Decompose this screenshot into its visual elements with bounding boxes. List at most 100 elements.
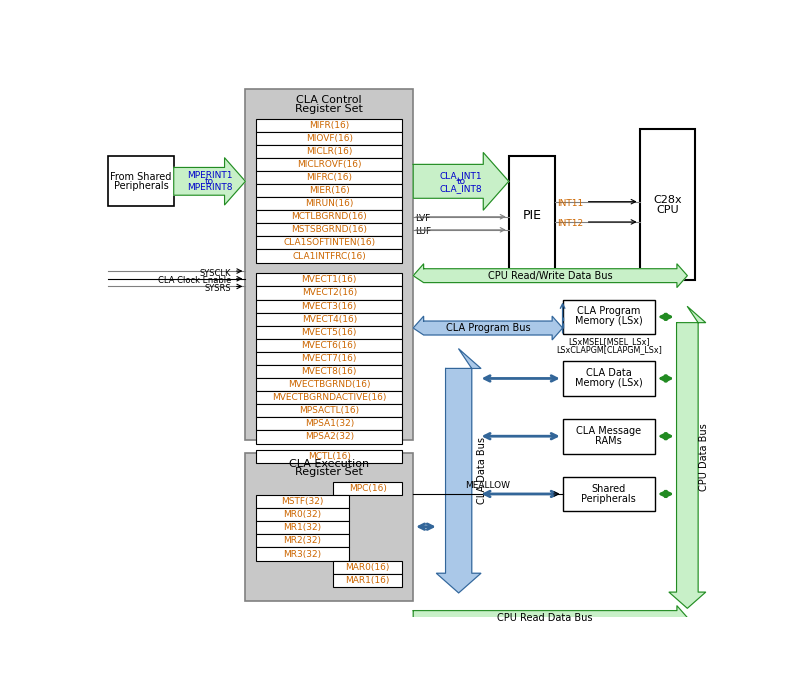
Text: MCTL(16): MCTL(16) [308, 452, 351, 461]
Text: MICLR(16): MICLR(16) [306, 147, 353, 156]
Polygon shape [413, 152, 509, 210]
Text: LUF: LUF [416, 227, 432, 236]
Bar [256, 132, 402, 145]
Text: MIFRC(16): MIFRC(16) [306, 173, 352, 182]
Bar [256, 286, 402, 299]
Text: CLA Data: CLA Data [586, 368, 632, 378]
Bar [333, 574, 402, 587]
Text: MAR0(16): MAR0(16) [346, 563, 390, 572]
Text: CLA Data Bus: CLA Data Bus [477, 437, 487, 505]
Polygon shape [413, 264, 687, 288]
Text: Peripherals: Peripherals [581, 493, 636, 504]
Text: MIRUN(16): MIRUN(16) [305, 199, 353, 208]
Bar [256, 495, 349, 508]
Text: CLA_INT8: CLA_INT8 [439, 184, 482, 193]
Text: MPSA2(32): MPSA2(32) [305, 432, 353, 441]
Text: MSTF(32): MSTF(32) [281, 497, 323, 506]
Text: MCTLBGRND(16): MCTLBGRND(16) [291, 212, 367, 221]
Polygon shape [413, 316, 563, 340]
Text: LSxCLAPGM[CLAPGM_LSx]: LSxCLAPGM[CLAPGM_LSx] [556, 345, 662, 354]
Bar [563, 419, 655, 453]
Text: MR2(32): MR2(32) [283, 536, 321, 545]
Text: to: to [456, 177, 466, 186]
Text: CPU Read/Write Data Bus: CPU Read/Write Data Bus [488, 271, 612, 281]
Text: CLA1SOFTINTEN(16): CLA1SOFTINTEN(16) [283, 238, 376, 247]
Polygon shape [436, 349, 481, 593]
Text: MVECTBGRND(16): MVECTBGRND(16) [288, 380, 371, 389]
Text: SYSRS: SYSRS [205, 284, 231, 293]
Text: MVECT7(16): MVECT7(16) [301, 354, 357, 363]
Bar [640, 130, 695, 279]
Bar [256, 352, 402, 365]
Bar [256, 521, 349, 534]
Bar [256, 450, 402, 463]
Text: MVECT8(16): MVECT8(16) [301, 367, 357, 376]
Bar [256, 249, 402, 263]
Text: CPU Data Bus: CPU Data Bus [699, 423, 709, 491]
Polygon shape [669, 306, 705, 608]
Bar [256, 365, 402, 378]
Text: C28x: C28x [653, 195, 682, 205]
Text: MPERINT1: MPERINT1 [187, 171, 232, 180]
Text: CLA Message: CLA Message [576, 426, 641, 436]
Text: CPU: CPU [656, 205, 679, 215]
Bar [245, 453, 413, 601]
Bar [333, 561, 402, 574]
Text: CLA Program Bus: CLA Program Bus [446, 323, 530, 333]
Bar [256, 158, 402, 171]
Text: MVECTBGRNDACTIVE(16): MVECTBGRNDACTIVE(16) [272, 393, 387, 402]
Text: MVECT3(16): MVECT3(16) [301, 301, 357, 310]
Text: MVECT5(16): MVECT5(16) [301, 328, 357, 337]
Text: MPSA1(32): MPSA1(32) [305, 419, 354, 428]
Text: MIER(16): MIER(16) [309, 186, 350, 195]
Bar [256, 430, 402, 444]
Text: LVF: LVF [416, 213, 431, 222]
Bar [256, 339, 402, 352]
Text: MPC(16): MPC(16) [349, 484, 387, 493]
Text: Register Set: Register Set [295, 467, 363, 477]
Bar [256, 313, 402, 326]
Bar [333, 482, 402, 495]
Text: MVECT1(16): MVECT1(16) [301, 275, 357, 284]
Text: RAMs: RAMs [596, 436, 623, 446]
Text: MICLROVF(16): MICLROVF(16) [297, 160, 361, 169]
Text: MVECT6(16): MVECT6(16) [301, 341, 357, 350]
Bar [563, 299, 655, 334]
Bar [256, 417, 402, 430]
Bar [256, 210, 402, 223]
Bar [256, 378, 402, 391]
Text: MIOVF(16): MIOVF(16) [306, 134, 353, 143]
Text: Register Set: Register Set [295, 103, 363, 114]
Text: Memory (LSx): Memory (LSx) [575, 317, 643, 326]
Bar [256, 299, 402, 313]
Text: CLA_INT1: CLA_INT1 [439, 170, 482, 179]
Bar [256, 184, 402, 197]
Text: CPU Read Data Bus: CPU Read Data Bus [497, 613, 593, 622]
Text: PIE: PIE [522, 209, 541, 222]
Text: CLA Control: CLA Control [297, 95, 362, 105]
Polygon shape [174, 158, 245, 205]
Text: CLA Execution: CLA Execution [290, 459, 369, 468]
Polygon shape [413, 606, 687, 629]
Bar [256, 236, 402, 249]
Bar [256, 534, 349, 547]
Bar [256, 391, 402, 404]
Bar [563, 361, 655, 396]
Bar [256, 326, 402, 339]
Bar [256, 404, 402, 417]
Text: MR0(32): MR0(32) [283, 510, 321, 519]
Text: MVECT4(16): MVECT4(16) [301, 315, 357, 324]
Text: Peripherals: Peripherals [114, 181, 168, 191]
Text: Memory (LSx): Memory (LSx) [575, 378, 643, 388]
Text: MSTSBGRND(16): MSTSBGRND(16) [291, 225, 368, 234]
Text: CLA Clock Enable: CLA Clock Enable [158, 277, 231, 286]
Text: CLA1INTFRC(16): CLA1INTFRC(16) [293, 252, 366, 261]
Bar [245, 89, 413, 439]
Text: MAR1(16): MAR1(16) [346, 576, 390, 585]
Bar [256, 119, 402, 132]
Bar [563, 477, 655, 511]
Bar [256, 197, 402, 210]
Text: INT12: INT12 [557, 219, 583, 228]
Bar [108, 157, 174, 207]
Text: MEALLOW: MEALLOW [466, 481, 510, 490]
